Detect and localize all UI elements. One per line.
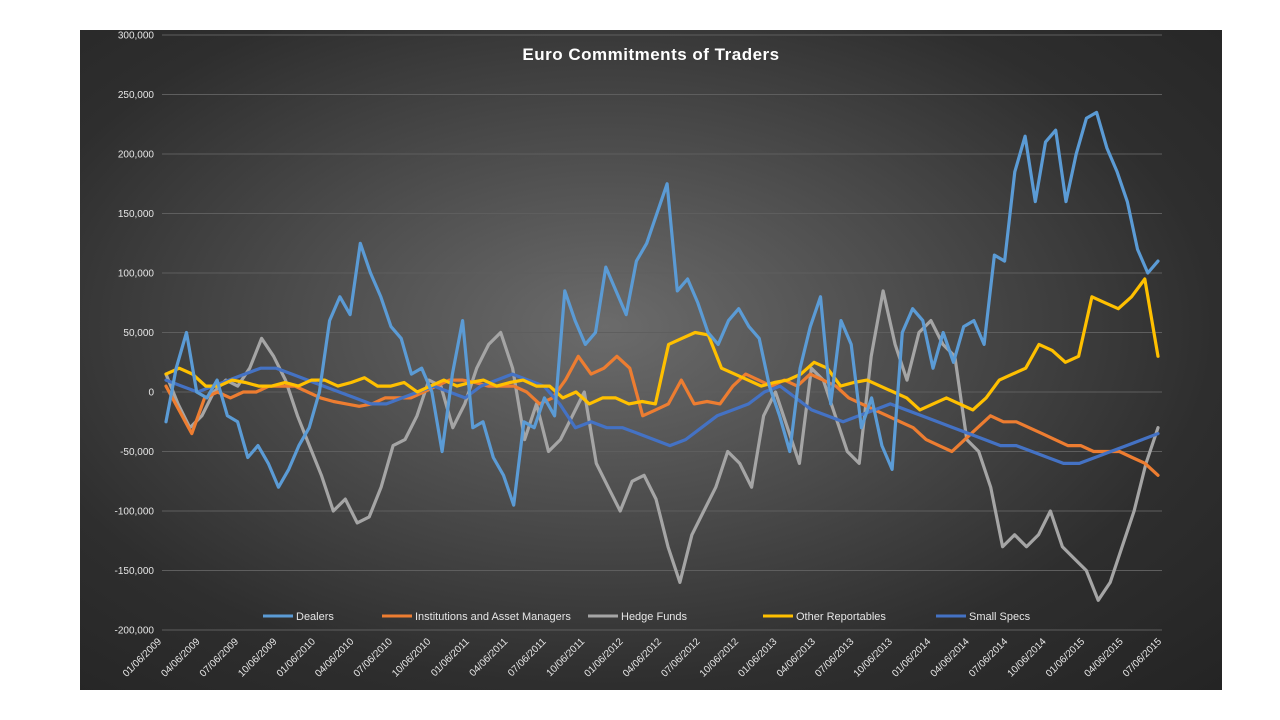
legend-label: Small Specs [969, 611, 1031, 623]
legend-label: Institutions and Asset Managers [415, 611, 571, 623]
x-tick-label: 04/06/2013 [775, 636, 818, 679]
series-line-small-specs [164, 366, 1160, 465]
x-tick-label: 04/06/2015 [1082, 636, 1125, 679]
x-tick-label: 07/06/2012 [659, 636, 702, 679]
y-tick-label: 150,000 [118, 209, 155, 220]
x-tick-label: 04/06/2011 [468, 636, 511, 679]
series-lines [164, 110, 1160, 602]
x-tick-label: 01/06/2013 [736, 636, 779, 679]
legend-label: Hedge Funds [621, 611, 688, 623]
x-tick-label: 01/06/2010 [275, 636, 318, 679]
x-tick-label: 01/06/2009 [121, 636, 164, 679]
y-tick-label: -100,000 [115, 507, 155, 518]
x-tick-label: 04/06/2010 [313, 636, 356, 679]
y-tick-label: 300,000 [118, 31, 155, 42]
x-tick-label: 07/06/2009 [198, 636, 241, 679]
y-tick-label: 100,000 [118, 269, 155, 280]
y-tick-label: -200,000 [115, 626, 155, 637]
x-tick-label: 01/06/2011 [429, 636, 472, 679]
x-tick-label: 10/06/2009 [236, 636, 279, 679]
series-line-institutions-and-asset-managers [164, 354, 1160, 477]
chart-title: Euro Commitments of Traders [522, 45, 779, 64]
y-tick-label: 250,000 [118, 90, 155, 101]
x-tick-label: 01/06/2014 [890, 636, 933, 679]
x-tick-label: 01/06/2012 [582, 636, 625, 679]
series-line-other-reportables [164, 277, 1160, 412]
x-tick-label: 10/06/2013 [852, 636, 895, 679]
x-tick-label: 04/06/2014 [929, 636, 972, 679]
y-tick-label: 50,000 [123, 328, 154, 339]
y-tick-label: 200,000 [118, 150, 155, 161]
x-tick-label: 04/06/2009 [159, 636, 202, 679]
line-chart: Euro Commitments of Traders 300,000 250,0… [115, 31, 1165, 680]
x-tick-label: 10/06/2010 [390, 636, 433, 679]
x-tick-label: 07/06/2015 [1121, 636, 1164, 679]
y-tick-label: 0 [148, 388, 154, 399]
x-tick-label: 10/06/2014 [1006, 636, 1049, 679]
y-tick-label: -150,000 [115, 566, 155, 577]
x-axis-tick-labels: 01/06/200904/06/200907/06/200910/06/2009… [121, 636, 1164, 679]
x-tick-label: 07/06/2010 [352, 636, 395, 679]
x-tick-label: 01/06/2015 [1044, 636, 1087, 679]
series-line-dealers [164, 110, 1160, 507]
x-tick-label: 07/06/2014 [967, 636, 1010, 679]
x-tick-label: 07/06/2013 [813, 636, 856, 679]
legend-label: Other Reportables [796, 611, 886, 623]
y-axis-tick-labels: 300,000 250,000 200,000 150,000 100,000 50,00… [115, 31, 155, 637]
gridlines [162, 34, 1162, 631]
x-tick-label: 10/06/2012 [698, 636, 741, 679]
series-line-hedge-funds [164, 289, 1160, 602]
y-tick-label: -50,000 [120, 447, 154, 458]
legend-label: Dealers [296, 611, 334, 623]
x-tick-label: 07/06/2011 [506, 636, 549, 679]
x-tick-label: 04/06/2012 [621, 636, 664, 679]
chart-area: Euro Commitments of Traders 300,000 250,0… [80, 30, 1222, 690]
x-tick-label: 10/06/2011 [545, 636, 588, 679]
legend: Dealers Institutions and Asset Managers He… [263, 611, 1031, 623]
